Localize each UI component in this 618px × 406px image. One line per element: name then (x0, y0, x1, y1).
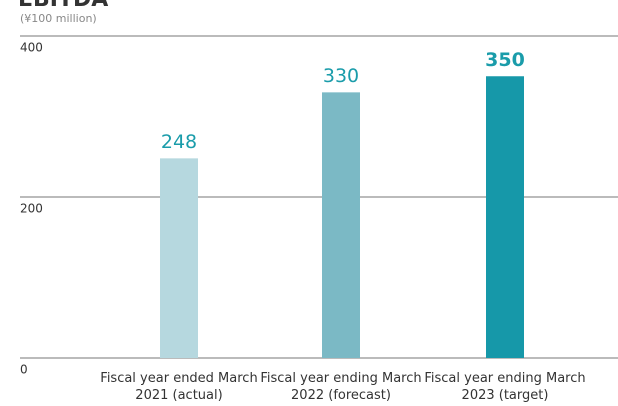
x-tick-label: Fiscal year ending March 2022 (forecast) (260, 371, 422, 403)
y-tick-label: 0 (20, 363, 28, 377)
chart-title: EBITDA (18, 0, 108, 12)
value-label: 330 (323, 65, 359, 87)
bar (160, 158, 198, 358)
x-tick-label: Fiscal year ended March 2021 (actual) (100, 371, 258, 403)
bar (486, 76, 524, 358)
y-tick-label: 400 (20, 41, 43, 55)
bar (322, 92, 360, 358)
value-label: 248 (161, 131, 197, 153)
value-label: 350 (485, 49, 525, 71)
y-tick-label: 200 (20, 202, 43, 216)
chart-subtitle: (¥100 million) (20, 12, 97, 25)
x-tick-label: Fiscal year ending March 2023 (target) (424, 371, 586, 403)
